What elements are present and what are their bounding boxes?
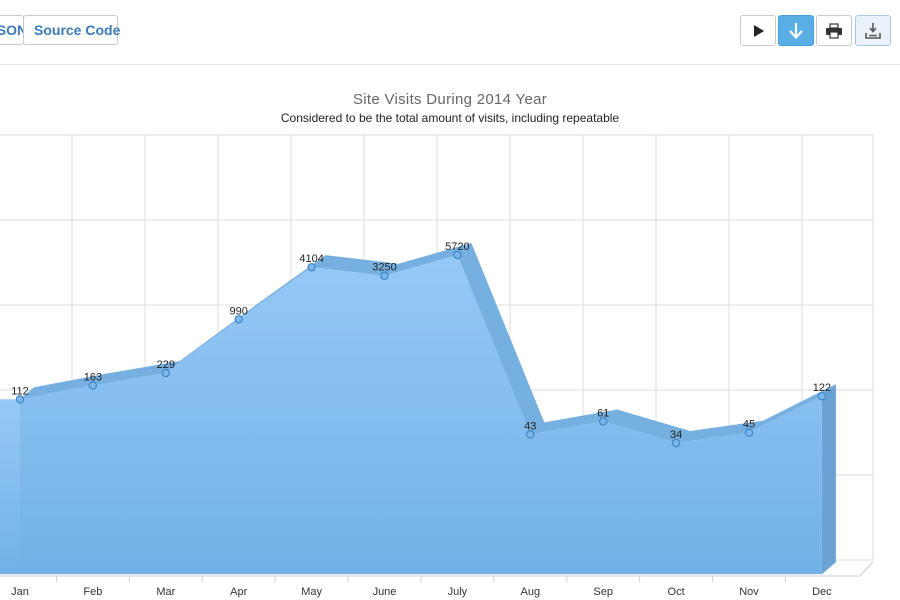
toolbar: JSON Source Code	[0, 0, 900, 65]
data-point	[744, 428, 754, 437]
x-tick-label: June	[373, 586, 397, 598]
data-point	[15, 395, 25, 404]
data-label: 34	[670, 429, 682, 441]
chart-points	[15, 250, 827, 448]
area-top-edge	[20, 243, 836, 443]
x-tick-label: May	[301, 586, 322, 598]
data-point	[307, 262, 316, 272]
data-label: 5720	[445, 241, 469, 253]
arrow-down-icon	[789, 22, 803, 39]
data-label: 990	[230, 305, 248, 317]
data-label: 112	[11, 385, 29, 397]
tab-source-code[interactable]: Source Code	[23, 15, 120, 45]
tab-json[interactable]: JSON	[0, 15, 27, 45]
chart-title: Site Visits During 2014 Year	[352, 91, 548, 108]
x-tick-label: Oct	[668, 586, 685, 598]
data-point	[234, 315, 243, 324]
data-point	[817, 391, 827, 401]
area-side-face	[821, 384, 836, 574]
play-button[interactable]	[740, 15, 776, 46]
data-point	[161, 368, 170, 378]
area-front-face	[20, 255, 822, 574]
print-button[interactable]	[816, 15, 852, 46]
chart-subtitle: Considered to be the total amount of vis…	[280, 111, 620, 125]
download-button[interactable]	[778, 15, 814, 46]
x-tick-label: Mar	[156, 586, 175, 598]
area-front-left	[0, 399, 20, 574]
data-point	[671, 438, 681, 448]
x-tick-label: July	[448, 586, 468, 598]
data-label: 3250	[372, 262, 396, 274]
x-tick-label: Dec	[812, 586, 832, 598]
printer-icon	[826, 22, 842, 39]
data-label: 45	[743, 419, 755, 431]
data-label: 163	[84, 372, 102, 384]
data-label: 229	[157, 359, 175, 371]
chart-data-labels: 112 163 229 990 4104 3250 5720 43 61 34 45 122	[11, 241, 831, 441]
data-label: 43	[524, 420, 536, 432]
export-icon	[865, 22, 881, 39]
x-tick-label: Nov	[739, 586, 759, 598]
play-icon	[754, 24, 764, 37]
chart-x-axis: Jan Feb Mar Apr May June July Aug Sep Oct Nov Dec	[11, 576, 832, 598]
data-label: 122	[813, 382, 831, 394]
chart-area	[0, 243, 836, 574]
data-point	[380, 271, 389, 280]
data-label: 4104	[299, 253, 323, 265]
x-tick-label: Feb	[83, 586, 102, 598]
x-tick-label: Sep	[593, 586, 613, 598]
data-point	[526, 430, 535, 439]
x-tick-label: Jan	[11, 586, 29, 598]
x-tick-label: Apr	[230, 586, 247, 598]
data-point	[453, 250, 462, 260]
data-point	[88, 381, 98, 390]
x-axis-line-depth	[859, 561, 874, 577]
export-button[interactable]	[855, 15, 891, 46]
data-point	[599, 417, 608, 426]
x-tick-label: Aug	[521, 586, 541, 598]
data-label: 61	[597, 408, 609, 420]
